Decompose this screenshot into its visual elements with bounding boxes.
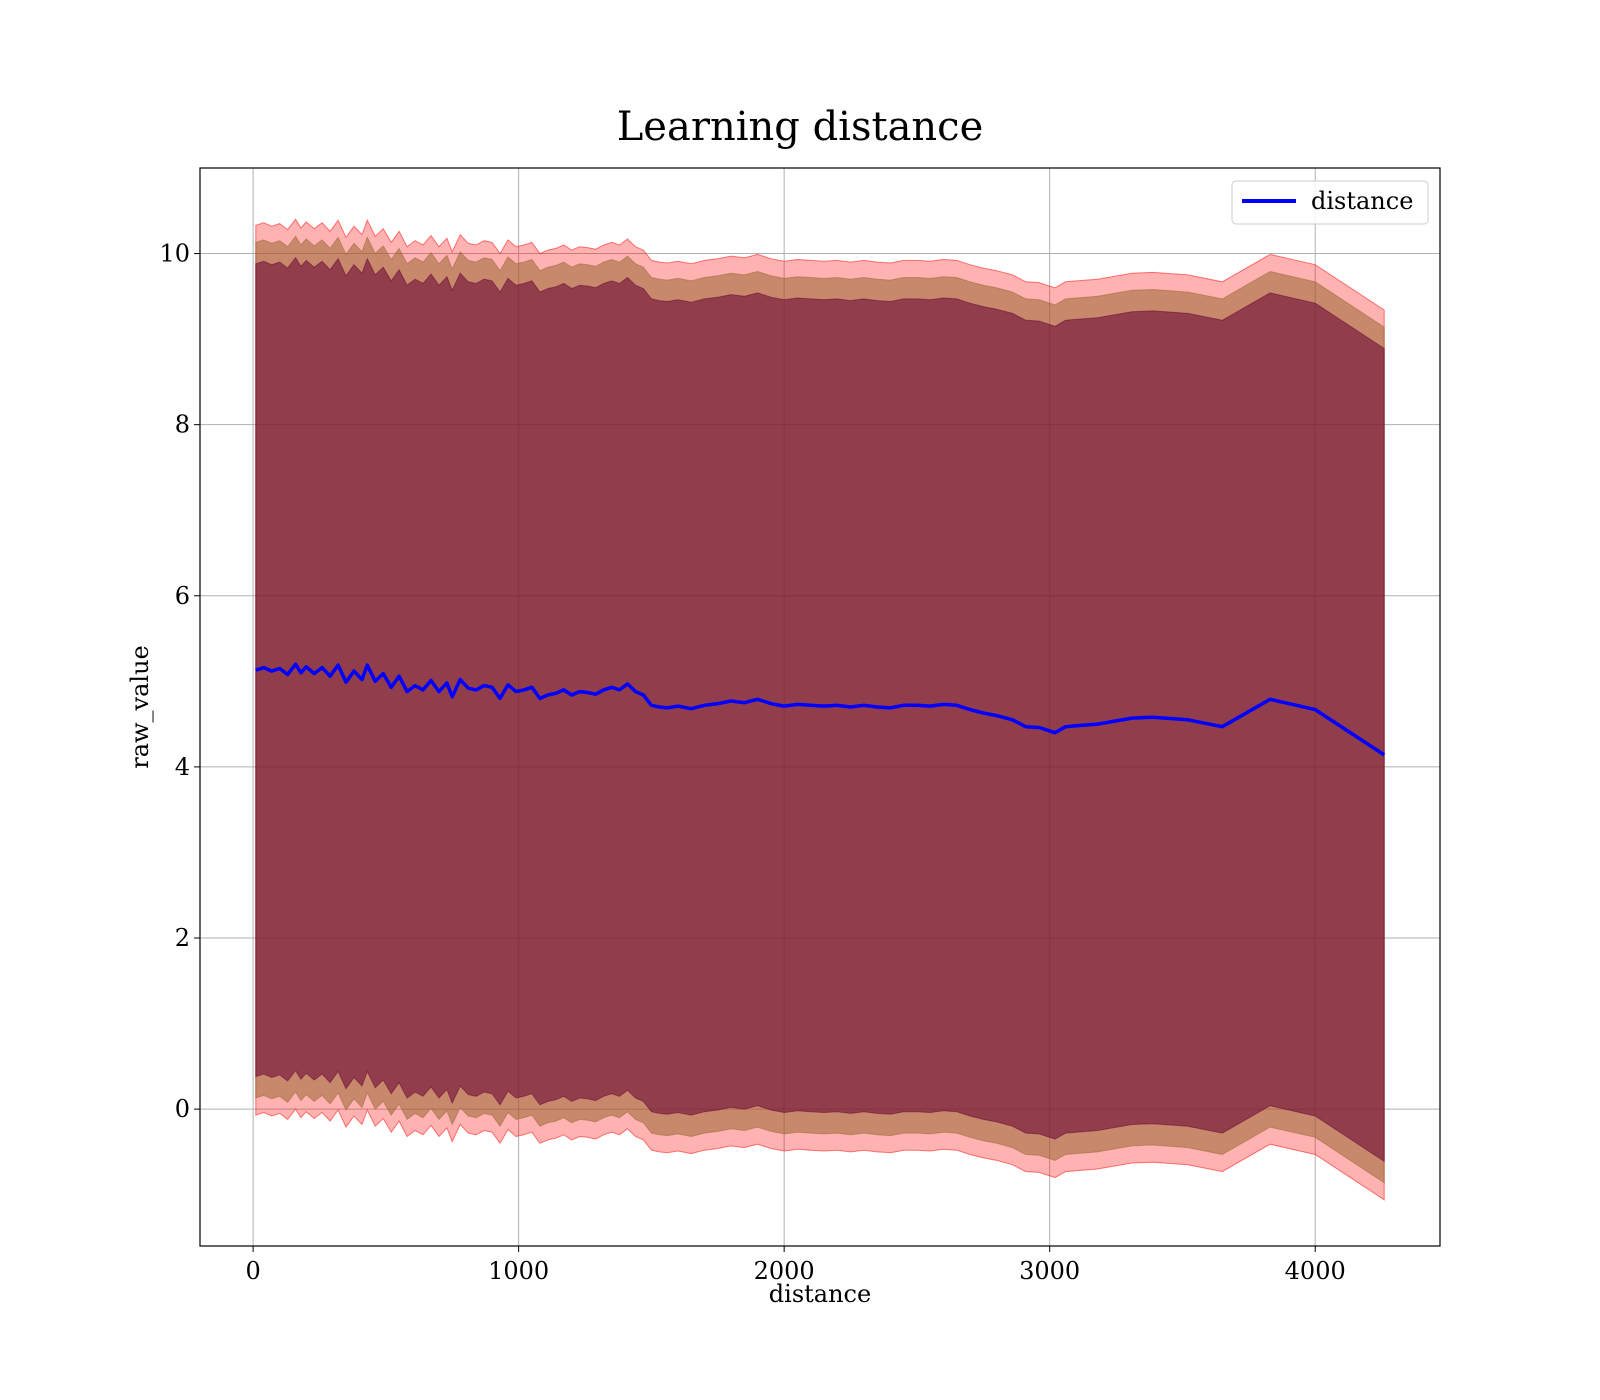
legend-box [1231,180,1429,225]
band-inner [255,256,1385,1163]
legend: distance [1231,180,1429,225]
x-tick-label: 4000 [1285,1257,1346,1285]
legend-label: distance [1311,187,1413,215]
series-lines [255,662,1386,757]
x-tick-label: 2000 [754,1257,815,1285]
series-line-distance [255,662,1386,757]
y-tick-label: 8 [175,411,190,439]
y-tick-label: 0 [175,1095,190,1123]
x-tick-label: 1000 [488,1257,549,1285]
ticks: 0 1000 2000 3000 4000 0 2 4 6 8 10 [159,240,1345,1285]
chart-title: Learning distance [617,104,984,150]
x-tick-label: 0 [245,1257,260,1285]
plot-frame [199,167,1441,1247]
y-axis-label: raw_value [126,645,154,769]
y-tick-label: 4 [175,753,190,781]
y-tick-label: 10 [159,240,190,268]
x-tick-label: 3000 [1019,1257,1080,1285]
x-axis-label: distance [769,1280,871,1308]
y-tick-label: 2 [175,924,190,952]
bands [255,218,1385,1201]
y-tick-label: 6 [175,582,190,610]
